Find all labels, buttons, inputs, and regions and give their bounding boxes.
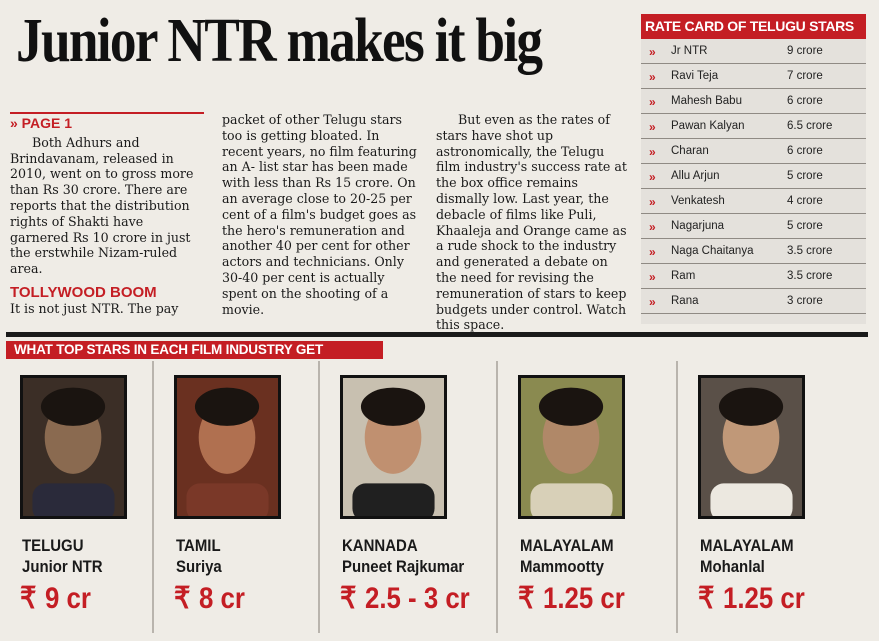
industry-label: TAMIL bbox=[176, 536, 221, 555]
rate-star-name: Charan bbox=[671, 145, 709, 157]
industry-label: MALAYALAM bbox=[520, 536, 614, 555]
star-panel: KANNADA Puneet Rajkumar ₹2.5 - 3 cr bbox=[320, 361, 498, 633]
star-panel: TAMIL Suriya ₹8 cr bbox=[154, 361, 320, 633]
section-divider bbox=[6, 332, 868, 337]
rate-value: 3.5 crore bbox=[787, 270, 833, 282]
article-column-1: » PAGE 1 Both Adhurs and Brindavanam, re… bbox=[10, 112, 204, 317]
star-fee: ₹8 cr bbox=[174, 581, 245, 616]
rate-card-rows: » Jr NTR 9 crore » Ravi Teja 7 crore » Mahesh B… bbox=[641, 39, 866, 314]
arrow-icon: » bbox=[649, 170, 656, 184]
rate-star-name: Ram bbox=[671, 270, 696, 282]
rate-card-title: RATE CARD OF TELUGU STARS bbox=[641, 14, 866, 39]
star-photo bbox=[174, 375, 281, 519]
page-reference: » PAGE 1 bbox=[10, 112, 204, 132]
article-paragraph-3: packet of other Telugu stars too is gett… bbox=[222, 112, 417, 317]
rate-star-name: Ravi Teja bbox=[671, 70, 719, 82]
rate-star-name: Pawan Kalyan bbox=[671, 120, 745, 132]
rupee-icon: ₹ bbox=[20, 582, 37, 615]
tollywood-boom-subhead: TOLLYWOOD BOOM bbox=[10, 283, 157, 301]
arrow-icon: » bbox=[649, 70, 656, 84]
star-name: Junior NTR bbox=[22, 557, 103, 576]
star-photo bbox=[518, 375, 625, 519]
rate-value: 5 crore bbox=[787, 170, 823, 182]
rate-star-name: Mahesh Babu bbox=[671, 95, 742, 107]
article-paragraph-1: Both Adhurs and Brindavanam, released in… bbox=[10, 134, 194, 277]
rupee-icon: ₹ bbox=[698, 582, 715, 615]
star-fee: ₹1.25 cr bbox=[698, 581, 805, 616]
arrow-icon: » bbox=[649, 145, 656, 159]
star-panel: MALAYALAM Mammootty ₹1.25 cr bbox=[498, 361, 678, 633]
industry-label: MALAYALAM bbox=[700, 536, 794, 555]
arrow-icon: » bbox=[649, 220, 656, 234]
rate-value: 6 crore bbox=[787, 95, 823, 107]
rate-row: » Pawan Kalyan 6.5 crore bbox=[641, 114, 866, 139]
arrow-icon: » bbox=[649, 45, 656, 59]
star-fee: ₹1.25 cr bbox=[518, 581, 625, 616]
industry-label: TELUGU bbox=[22, 536, 84, 555]
rate-value: 7 crore bbox=[787, 70, 823, 82]
article-column-2: packet of other Telugu stars too is gett… bbox=[222, 112, 418, 317]
rate-star-name: Rana bbox=[671, 295, 699, 307]
arrow-icon: » bbox=[649, 95, 656, 109]
arrow-icon: » bbox=[649, 270, 656, 284]
article-paragraph-4: But even as the rates of stars have shot… bbox=[436, 112, 627, 333]
rate-star-name: Naga Chaitanya bbox=[671, 245, 754, 257]
fee-value: 1.25 cr bbox=[723, 582, 805, 615]
fee-value: 1.25 cr bbox=[543, 582, 625, 615]
headline: Junior NTR makes it big bbox=[16, 7, 543, 75]
rupee-icon: ₹ bbox=[518, 582, 535, 615]
rate-value: 6.5 crore bbox=[787, 120, 833, 132]
stars-section-title: WHAT TOP STARS IN EACH FILM INDUSTRY GET bbox=[6, 341, 383, 359]
rate-star-name: Jr NTR bbox=[671, 45, 708, 57]
rupee-icon: ₹ bbox=[340, 582, 357, 615]
arrow-icon: » bbox=[649, 245, 656, 259]
rate-value: 5 crore bbox=[787, 220, 823, 232]
star-photo bbox=[340, 375, 447, 519]
rate-value: 4 crore bbox=[787, 195, 823, 207]
rate-value: 9 crore bbox=[787, 45, 823, 57]
rate-row: » Allu Arjun 5 crore bbox=[641, 164, 866, 189]
arrow-icon: » bbox=[649, 195, 656, 209]
star-photo bbox=[698, 375, 805, 519]
rate-value: 3.5 crore bbox=[787, 245, 833, 257]
star-panel: MALAYALAM Mohanlal ₹1.25 cr bbox=[678, 361, 868, 633]
rupee-icon: ₹ bbox=[174, 582, 191, 615]
article-column-3: But even as the rates of stars have shot… bbox=[436, 112, 632, 333]
star-fee: ₹2.5 - 3 cr bbox=[340, 581, 470, 616]
star-name: Mohanlal bbox=[700, 557, 765, 576]
rate-row: » Jr NTR 9 crore bbox=[641, 39, 866, 64]
fee-value: 8 cr bbox=[199, 582, 245, 615]
star-name: Puneet Rajkumar bbox=[342, 557, 465, 576]
arrow-icon: » bbox=[649, 295, 656, 309]
rate-value: 6 crore bbox=[787, 145, 823, 157]
rate-value: 3 crore bbox=[787, 295, 823, 307]
rate-star-name: Venkatesh bbox=[671, 195, 725, 207]
rate-star-name: Allu Arjun bbox=[671, 170, 720, 182]
star-name: Mammootty bbox=[520, 557, 604, 576]
rate-row: » Ram 3.5 crore bbox=[641, 264, 866, 289]
arrow-icon: » bbox=[649, 120, 656, 134]
rate-row: » Naga Chaitanya 3.5 crore bbox=[641, 239, 866, 264]
star-fee: ₹9 cr bbox=[20, 581, 91, 616]
rate-row: » Charan 6 crore bbox=[641, 139, 866, 164]
star-photo bbox=[20, 375, 127, 519]
article-paragraph-2: It is not just NTR. The pay bbox=[10, 300, 179, 316]
rate-row: » Ravi Teja 7 crore bbox=[641, 64, 866, 89]
fee-value: 2.5 - 3 cr bbox=[365, 582, 470, 615]
rate-row: » Venkatesh 4 crore bbox=[641, 189, 866, 214]
industry-label: KANNADA bbox=[342, 536, 418, 555]
rate-row: » Mahesh Babu 6 crore bbox=[641, 89, 866, 114]
rate-row: » Nagarjuna 5 crore bbox=[641, 214, 866, 239]
rate-card: RATE CARD OF TELUGU STARS » Jr NTR 9 crore… bbox=[641, 14, 866, 324]
rate-row: » Rana 3 crore bbox=[641, 289, 866, 314]
rate-star-name: Nagarjuna bbox=[671, 220, 725, 232]
fee-value: 9 cr bbox=[45, 582, 91, 615]
star-name: Suriya bbox=[176, 557, 222, 576]
star-panel: TELUGU Junior NTR ₹9 cr bbox=[6, 361, 154, 633]
